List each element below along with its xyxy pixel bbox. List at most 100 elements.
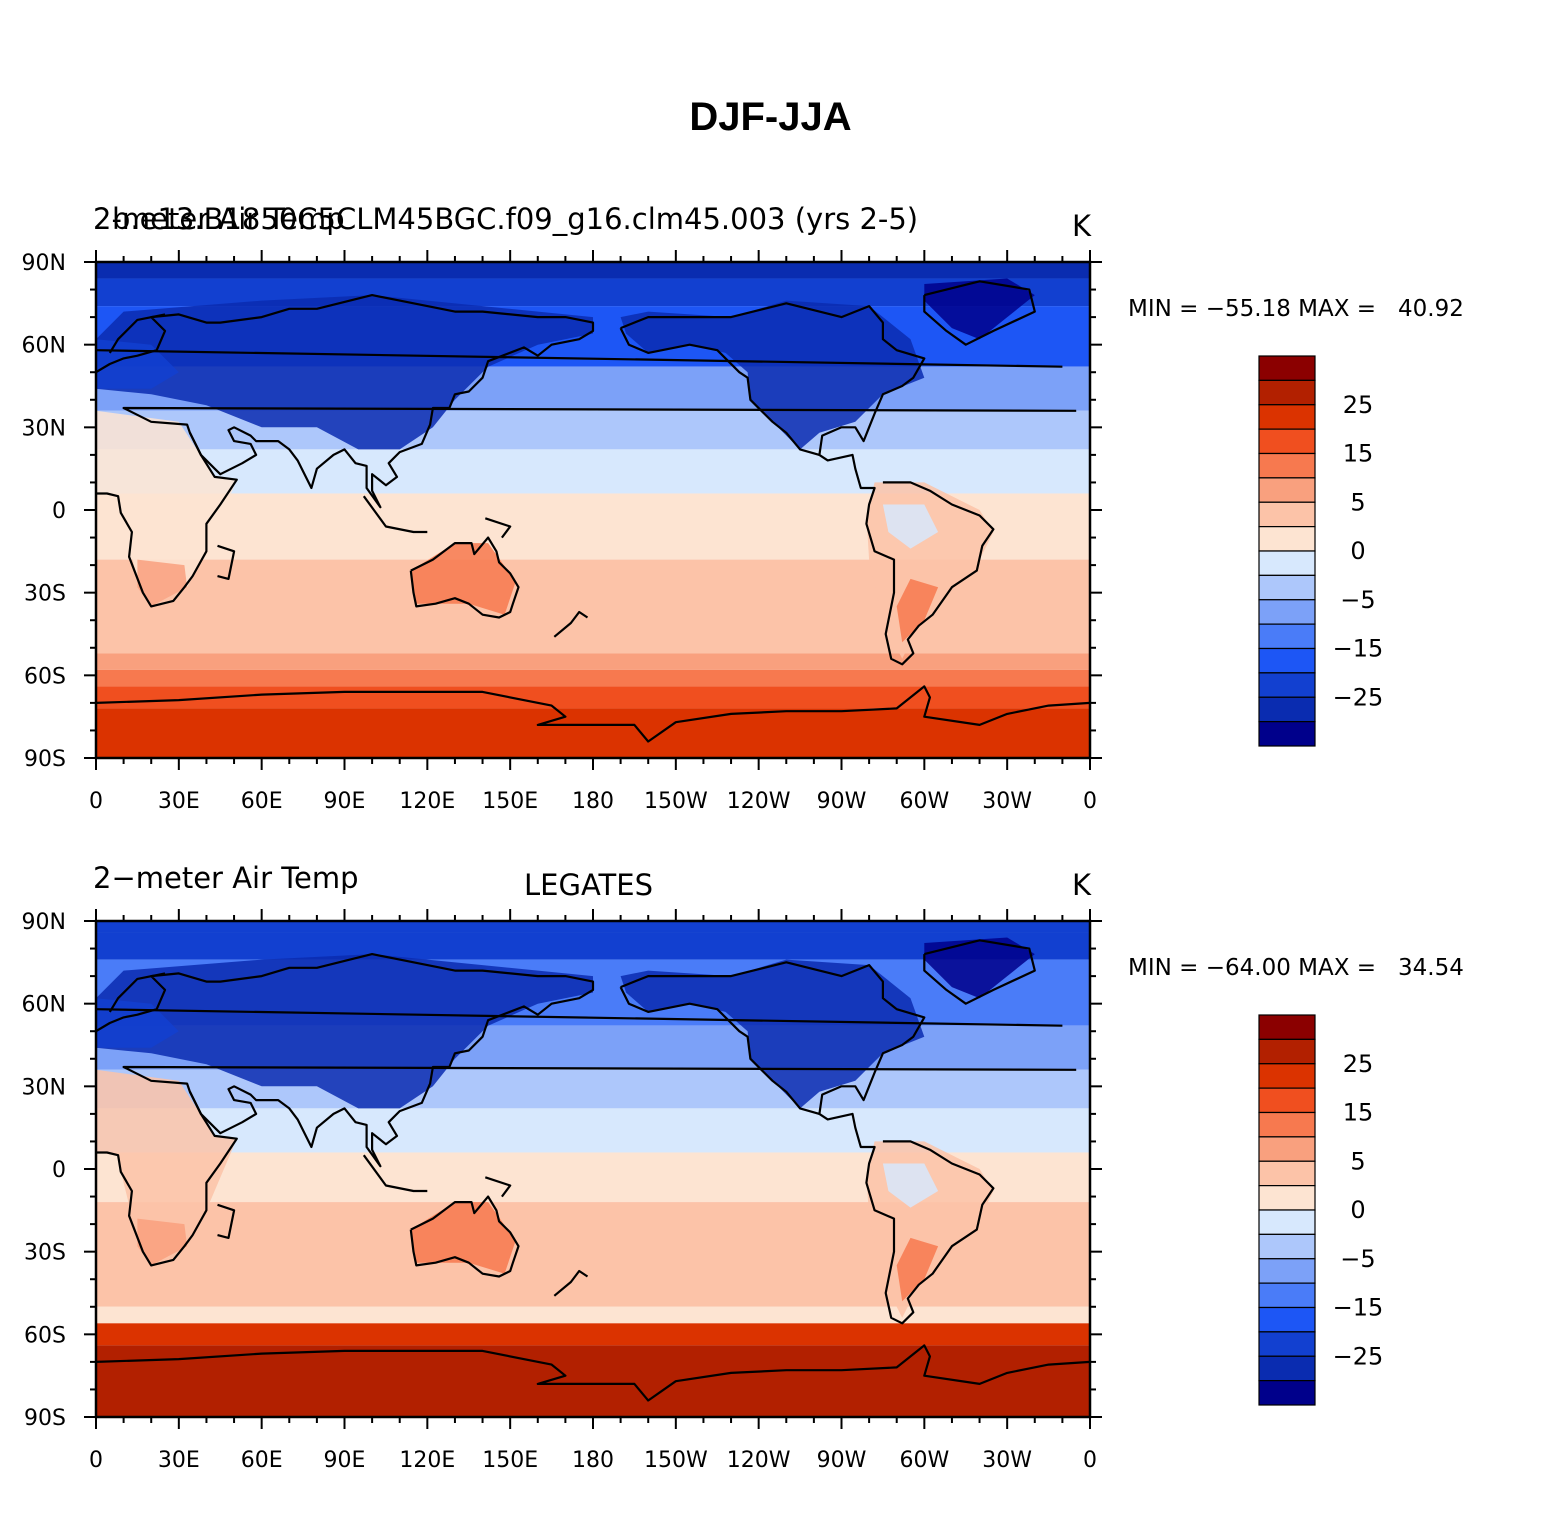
- lat-band: [96, 653, 1090, 670]
- x-tick-label: 0: [1083, 789, 1097, 814]
- y-tick-label: 90N: [22, 251, 66, 276]
- panel1-case-label: b.e13.B1850C5CLM45BGC.f09_g16.clm45.003 …: [112, 202, 919, 236]
- panel1-colorbar: 25 15 5 0 −5 −15 −25: [1258, 355, 1384, 747]
- colorbar-label: 0: [1350, 1196, 1365, 1224]
- y-tick-label: 60S: [24, 1323, 66, 1348]
- map-field: [96, 262, 1090, 758]
- x-tick-label: 120W: [727, 789, 791, 814]
- colorbar-box: [1258, 672, 1316, 698]
- lat-band: [96, 708, 1090, 758]
- y-tick-label: 90S: [24, 747, 66, 772]
- x-tick-label: 120E: [399, 1448, 455, 1473]
- colorbar-box: [1258, 1380, 1316, 1406]
- coastline: [108, 313, 166, 354]
- colorbar-label: 5: [1350, 1147, 1365, 1175]
- africa-patch: [96, 410, 237, 607]
- colorbar-label: 5: [1350, 488, 1365, 516]
- coastline: [362, 495, 428, 534]
- colorbar-label: −25: [1333, 683, 1384, 711]
- x-tick-label: 60W: [899, 1448, 949, 1473]
- y-tick-label: 90S: [24, 1406, 66, 1431]
- colorbar-box: [1258, 526, 1316, 552]
- coastline: [96, 406, 1077, 608]
- x-tick-label: 90W: [817, 1448, 867, 1473]
- coastline: [409, 536, 520, 619]
- colorbar-label: −25: [1333, 1342, 1384, 1370]
- coastline: [923, 939, 1036, 1005]
- colorbar-box: [1258, 550, 1316, 576]
- y-tick-label: 60N: [22, 334, 66, 359]
- colorbar-box: [1258, 1258, 1316, 1284]
- coastline: [484, 1176, 512, 1198]
- panel2-map: 0 30E 60E 90E 120E 150E 180 150W 120W 90W 60W 30W 09…: [22, 909, 1102, 1473]
- panel1-variable-label: 2-meter Air Temp: [93, 202, 345, 236]
- x-tick-label: 30W: [982, 1448, 1032, 1473]
- x-tick-label: 0: [89, 1448, 103, 1473]
- coastline: [619, 327, 820, 456]
- colorbar-box: [1258, 1063, 1316, 1089]
- coastline: [108, 972, 166, 1013]
- lat-band: [96, 921, 1090, 933]
- y-tick-label: 30S: [24, 582, 66, 607]
- colorbar-box: [1258, 1014, 1316, 1040]
- colorbar-box: [1258, 1136, 1316, 1162]
- coastline: [96, 1065, 1077, 1267]
- lat-band: [96, 669, 1090, 687]
- panel1-min-max: MIN = −55.18 MAX = 40.92: [1128, 296, 1464, 322]
- colorbar-label: −5: [1340, 586, 1375, 614]
- colorbar-box: [1258, 647, 1316, 674]
- x-tick-label: 90E: [324, 789, 366, 814]
- north-america-patch: [620, 959, 925, 1109]
- panel2-min-max: MIN = −64.00 MAX = 34.54: [1128, 955, 1464, 981]
- panel1-map: 0 30E 60E 90E 120E 150E 180 150W 120W 90W 60W 30W 09…: [22, 250, 1102, 814]
- x-tick-label: 30W: [982, 789, 1032, 814]
- lat-band: [96, 686, 1090, 709]
- colorbar-box: [1258, 355, 1316, 381]
- x-tick-label: 0: [1083, 1448, 1097, 1473]
- colorbar-box: [1258, 404, 1316, 430]
- colorbar-box: [1258, 1185, 1316, 1211]
- southern-africa-patch: [137, 559, 188, 607]
- colorbar-label: −15: [1333, 1294, 1384, 1322]
- colorbar-label: −5: [1340, 1245, 1375, 1273]
- coastline: [96, 685, 1090, 743]
- x-tick-label: 0: [89, 789, 103, 814]
- coastline: [217, 544, 236, 580]
- colorbar-box: [1258, 452, 1316, 479]
- x-tick-label: 120W: [727, 1448, 791, 1473]
- colorbar-box: [1258, 379, 1316, 406]
- y-tick-label: 0: [52, 1158, 66, 1183]
- colorbar-box: [1258, 1233, 1316, 1260]
- colorbar-label: 25: [1343, 391, 1374, 419]
- colorbar-box: [1258, 1331, 1316, 1357]
- coastline: [553, 610, 589, 638]
- coastline: [923, 280, 1036, 346]
- panel2-units: K: [1072, 868, 1092, 902]
- coastline: [620, 302, 995, 666]
- colorbar-box: [1258, 574, 1316, 601]
- coastline: [409, 1195, 520, 1278]
- colorbar-box: [1258, 1087, 1316, 1114]
- y-tick-label: 0: [52, 499, 66, 524]
- coastline: [96, 294, 595, 509]
- colorbar-label: 15: [1343, 440, 1374, 468]
- y-tick-label: 60N: [22, 993, 66, 1018]
- coastline: [484, 517, 512, 539]
- x-tick-label: 30E: [158, 789, 200, 814]
- y-tick-label: 30N: [22, 1075, 66, 1100]
- lat-band: [96, 1345, 1090, 1417]
- amazon-patch: [882, 1163, 939, 1208]
- x-tick-label: 60W: [899, 789, 949, 814]
- australia-patch: [410, 543, 516, 615]
- panel1-units: K: [1072, 209, 1092, 243]
- lat-band: [96, 1323, 1090, 1346]
- coastline: [362, 1154, 428, 1193]
- x-tick-label: 150E: [482, 789, 538, 814]
- southern-africa-patch: [137, 1218, 188, 1266]
- colorbar-box: [1258, 721, 1316, 747]
- colorbar-box: [1258, 599, 1316, 625]
- x-tick-label: 30E: [158, 1448, 200, 1473]
- colorbar-box: [1258, 428, 1316, 455]
- north-america-patch: [620, 300, 925, 450]
- x-tick-label: 150W: [644, 789, 708, 814]
